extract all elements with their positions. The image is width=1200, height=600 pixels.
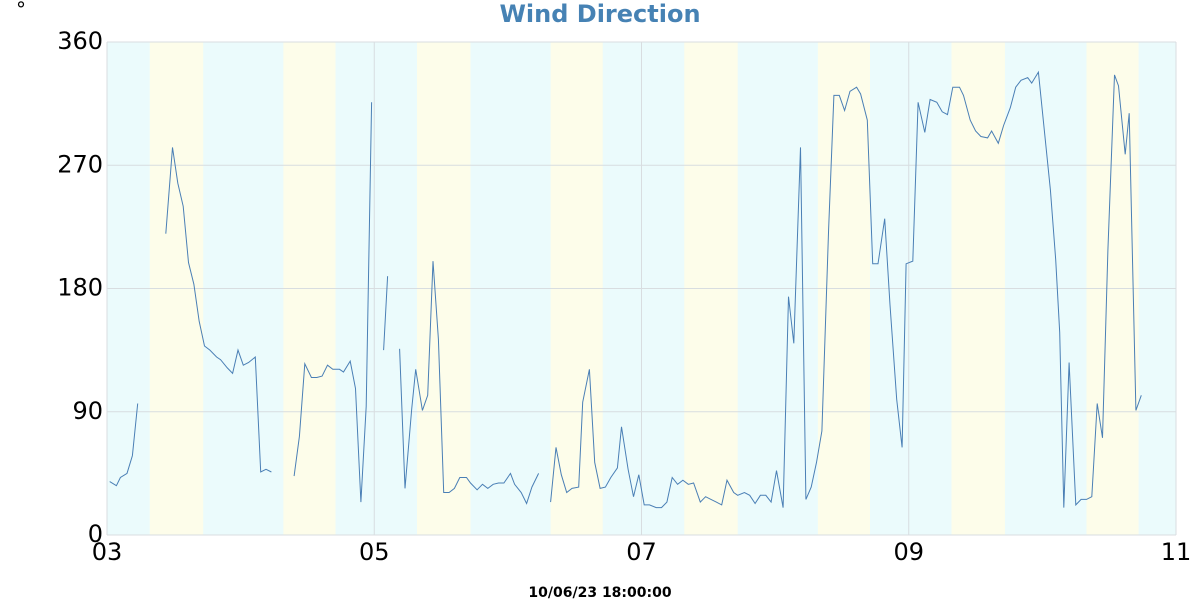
y-tick-label: 270: [57, 150, 103, 178]
chart-title: Wind Direction: [499, 0, 700, 28]
y-tick-label: 180: [57, 274, 103, 302]
y-tick-label: 90: [72, 397, 103, 425]
y-unit: °: [16, 0, 26, 22]
y-tick-label: 0: [88, 520, 103, 548]
y-tick-label: 360: [57, 27, 103, 55]
x-tick-label: 03: [92, 538, 123, 566]
x-tick-label: 05: [359, 538, 390, 566]
x-tick-label: 07: [626, 538, 657, 566]
plot-background: [106, 41, 1177, 536]
x-tick-label: 09: [893, 538, 924, 566]
footer-timestamp: 10/06/23 18:00:00: [528, 585, 671, 600]
x-tick-label: 11: [1161, 538, 1192, 566]
data-line: [109, 70, 1142, 509]
